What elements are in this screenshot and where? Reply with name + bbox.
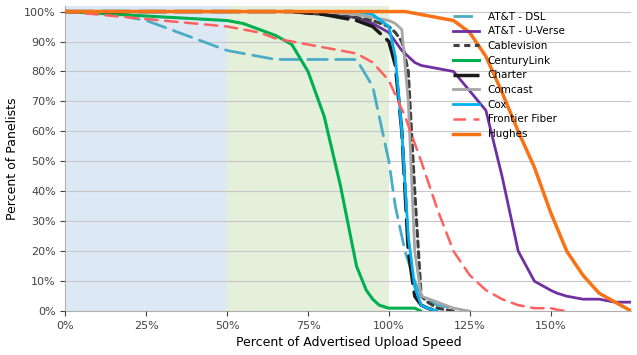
Legend: AT&T - DSL, AT&T - U-Verse, Cablevision, CenturyLink, Charter, Comcast, Cox, Fro: AT&T - DSL, AT&T - U-Verse, Cablevision,… <box>453 12 564 139</box>
Bar <box>66 6 227 311</box>
Bar <box>227 6 389 311</box>
Y-axis label: Percent of Panelists: Percent of Panelists <box>6 97 18 220</box>
X-axis label: Percent of Advertised Upload Speed: Percent of Advertised Upload Speed <box>236 337 461 349</box>
